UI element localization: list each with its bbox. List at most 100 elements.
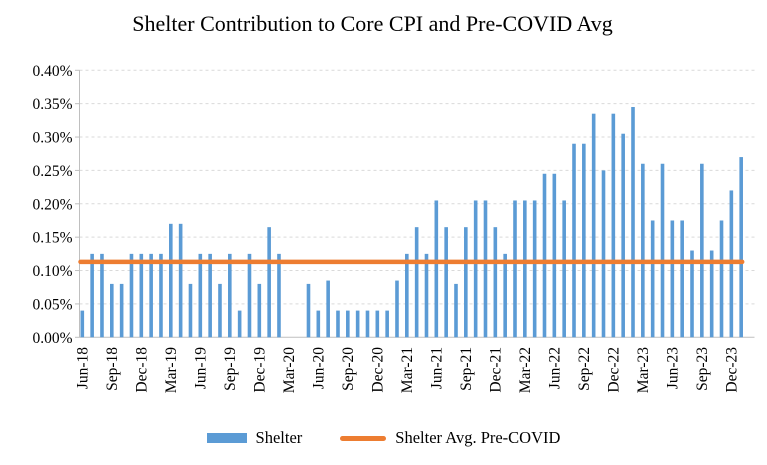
x-axis-label: Jun-21 <box>429 347 446 389</box>
bar <box>414 227 419 338</box>
bar <box>552 173 557 338</box>
bar <box>247 253 252 338</box>
chart-title: Shelter Contribution to Core CPI and Pre… <box>132 11 613 36</box>
bar <box>739 157 743 338</box>
bar <box>208 253 212 338</box>
bar <box>159 253 163 338</box>
bar <box>454 283 458 338</box>
bar <box>129 253 134 338</box>
bar <box>149 253 153 338</box>
bar <box>346 310 350 338</box>
x-axis-label: Dec-21 <box>488 347 505 393</box>
x-axis-label: Jun-20 <box>311 347 328 389</box>
bar <box>336 310 340 338</box>
bar <box>473 200 478 338</box>
bar <box>277 253 281 338</box>
bar <box>198 253 203 338</box>
x-axis-label: Sep-23 <box>694 347 711 391</box>
y-axis-label: 0.05% <box>32 296 72 313</box>
bar <box>621 133 625 338</box>
y-axis-label: 0.15% <box>32 230 72 247</box>
bar <box>690 250 694 338</box>
bar <box>650 220 655 338</box>
bar <box>306 283 311 338</box>
bar <box>110 283 114 338</box>
x-axis-label: Jun-19 <box>193 347 210 389</box>
bar <box>375 310 380 338</box>
x-axis-label: Dec-20 <box>370 347 387 393</box>
bar <box>513 200 517 338</box>
bar <box>316 310 321 338</box>
bar <box>700 163 704 338</box>
bar <box>424 253 429 338</box>
bar <box>670 220 675 338</box>
bar <box>611 113 616 338</box>
bar <box>464 227 468 338</box>
bar <box>709 250 714 338</box>
x-axis-label: Jun-23 <box>665 347 682 389</box>
x-axis-label: Jun-22 <box>547 347 564 389</box>
x-axis-label: Dec-22 <box>606 347 623 393</box>
x-axis-label: Mar-21 <box>399 347 416 393</box>
legend-item: Shelter <box>206 428 303 448</box>
y-axis-label: 0.35% <box>32 96 72 113</box>
x-axis-label: Mar-20 <box>281 347 298 393</box>
x-axis-label: Mar-23 <box>635 347 652 393</box>
x-axis-label: Dec-19 <box>252 347 269 393</box>
bar <box>119 283 124 338</box>
bar <box>444 227 448 338</box>
bar <box>542 173 547 338</box>
legend-label: Shelter <box>255 428 303 447</box>
bar <box>641 163 645 338</box>
bar <box>483 200 488 338</box>
x-axis-label: Sep-22 <box>576 347 593 391</box>
legend-line-swatch <box>340 435 387 441</box>
bar <box>719 220 724 338</box>
bar <box>532 200 537 338</box>
bar <box>218 283 222 338</box>
x-axis-label: Dec-18 <box>134 347 151 393</box>
bar <box>365 310 370 338</box>
bar <box>572 143 576 338</box>
bar <box>601 170 606 338</box>
bar <box>493 227 498 338</box>
bar <box>267 227 271 338</box>
legend-label: Shelter Avg. Pre-COVID <box>395 428 561 447</box>
bar <box>405 253 409 338</box>
legend-item: Shelter Avg. Pre-COVID <box>340 428 560 448</box>
bar <box>434 200 439 338</box>
bar <box>562 200 566 338</box>
y-axis-label: 0.30% <box>32 130 72 147</box>
bar <box>326 280 330 338</box>
bar <box>523 200 527 338</box>
bar <box>90 253 94 338</box>
bar <box>257 283 262 338</box>
legend-bar-swatch <box>206 433 247 443</box>
x-axis-label: Sep-19 <box>222 347 239 391</box>
bar <box>385 310 389 338</box>
bar <box>139 253 144 338</box>
bar <box>169 223 173 338</box>
bar <box>395 280 399 338</box>
bar <box>660 163 665 338</box>
x-axis-label: Jun-18 <box>75 347 92 389</box>
y-axis-label: 0.00% <box>32 330 72 347</box>
bar <box>582 143 586 338</box>
bar <box>680 220 684 338</box>
bar <box>237 310 242 338</box>
bar <box>631 107 635 338</box>
bar <box>188 283 193 338</box>
x-axis-label: Sep-18 <box>104 347 121 391</box>
legend: Shelter Shelter Avg. Pre-COVID <box>0 428 767 448</box>
y-axis-label: 0.40% <box>32 63 72 80</box>
bar <box>178 223 183 338</box>
bar <box>80 310 85 338</box>
y-axis-label: 0.25% <box>32 163 72 180</box>
x-axis-label: Mar-19 <box>163 347 180 393</box>
bar <box>228 253 232 338</box>
x-axis-label: Sep-20 <box>340 347 357 391</box>
y-axis-label: 0.10% <box>32 263 72 280</box>
bar <box>355 310 360 338</box>
